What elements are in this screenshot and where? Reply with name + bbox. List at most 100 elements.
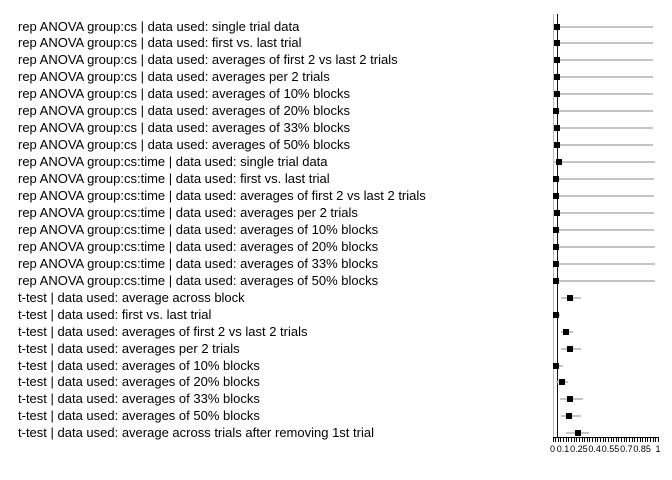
x-axis-tick <box>655 437 657 442</box>
x-axis-tick <box>613 437 615 442</box>
x-axis-tick <box>644 437 646 442</box>
point-marker <box>563 328 570 335</box>
confidence-interval <box>553 25 654 28</box>
confidence-interval <box>553 279 655 282</box>
point-marker <box>552 260 559 267</box>
row-label: rep ANOVA group:cs | data used: averages… <box>18 120 350 136</box>
x-axis-tick <box>652 437 654 442</box>
x-axis-tick <box>628 437 630 442</box>
row-label: rep ANOVA group:cs:time | data used: ave… <box>18 221 379 237</box>
x-axis-tick <box>584 437 586 442</box>
point-marker <box>552 277 559 284</box>
x-axis-tick <box>642 437 644 442</box>
row-label: rep ANOVA group:cs:time | data used: ave… <box>18 204 358 220</box>
zero-reference-line <box>552 14 554 437</box>
point-marker <box>553 40 560 47</box>
x-axis-tick-label: 0.7 <box>620 444 633 454</box>
point-marker <box>555 159 562 166</box>
x-axis-tick <box>607 437 609 442</box>
point-marker <box>552 193 559 199</box>
row-label: rep ANOVA group:cs:time | data used: ave… <box>18 188 426 203</box>
x-axis-tick <box>626 437 628 442</box>
row-label: t-test | data used: averages of first 2 … <box>18 323 308 339</box>
point-marker <box>574 430 581 437</box>
x-axis-tick <box>594 437 596 442</box>
x-axis-tick <box>647 437 649 442</box>
point-marker <box>567 294 574 301</box>
row-label: t-test | data used: averages of 50% bloc… <box>18 408 260 424</box>
row-label: rep ANOVA group:cs:time | data used: ave… <box>18 255 379 271</box>
row-label: rep ANOVA group:cs | data used: single t… <box>18 18 300 34</box>
row-label: rep ANOVA group:cs | data used: averages… <box>18 86 350 102</box>
x-axis-tick <box>636 437 638 442</box>
row-label: rep ANOVA group:cs | data used: averages… <box>18 137 350 153</box>
confidence-interval <box>553 245 655 248</box>
x-axis-tick <box>610 437 612 442</box>
confidence-interval <box>553 144 653 147</box>
confidence-interval <box>553 42 653 45</box>
row-label: t-test | data used: average across trial… <box>18 425 374 441</box>
x-axis-tick <box>589 437 591 442</box>
x-axis-tick-label: 0.55 <box>601 444 620 454</box>
confidence-interval <box>553 127 654 130</box>
x-axis-tick-label: 0.25 <box>570 444 588 454</box>
x-axis-tick <box>560 437 562 442</box>
x-axis-tick <box>605 437 607 442</box>
confidence-interval <box>553 110 653 113</box>
x-axis-tick <box>576 437 578 442</box>
row-label: rep ANOVA group:cs:time | data used: fir… <box>18 171 330 187</box>
x-axis-tick-label: 1 <box>655 444 661 454</box>
point-marker <box>566 413 573 420</box>
x-axis-tick <box>634 437 636 442</box>
confidence-interval <box>553 228 654 231</box>
x-axis-tick <box>568 437 570 442</box>
point-marker <box>552 311 559 318</box>
x-axis-tick <box>650 437 652 442</box>
row-label: t-test | data used: averages per 2 trial… <box>18 340 240 356</box>
x-axis-tick-label: 0.1 <box>556 444 570 454</box>
x-axis-tick <box>618 437 620 442</box>
x-axis-tick <box>658 437 659 442</box>
point-marker <box>553 209 560 216</box>
point-marker <box>567 345 574 352</box>
confidence-interval <box>553 211 654 214</box>
row-label: t-test | data used: average across block <box>18 289 245 305</box>
x-axis-tick <box>597 437 599 442</box>
confidence-interval <box>553 195 654 197</box>
point-marker <box>558 379 565 386</box>
point-marker <box>553 57 560 64</box>
point-marker <box>552 362 559 369</box>
point-marker <box>552 226 559 233</box>
x-axis-tick <box>552 437 554 442</box>
x-axis-tick <box>581 437 583 442</box>
confidence-interval <box>553 161 655 164</box>
point-marker <box>553 74 560 81</box>
point-marker <box>567 396 574 403</box>
x-axis-tick <box>639 437 641 442</box>
point-marker <box>552 176 559 183</box>
confidence-interval <box>553 59 654 62</box>
x-axis-tick <box>631 437 633 442</box>
x-axis-tick <box>578 437 580 442</box>
point-marker <box>553 125 560 132</box>
row-label: rep ANOVA group:cs | data used: first vs… <box>18 35 302 51</box>
row-label: t-test | data used: averages of 10% bloc… <box>18 357 260 373</box>
x-axis-tick <box>615 437 617 442</box>
x-axis-tick <box>557 437 559 442</box>
row-label: rep ANOVA group:cs:time | data used: ave… <box>18 272 379 288</box>
row-label: rep ANOVA group:cs | data used: averages… <box>18 69 330 85</box>
point-marker <box>552 243 559 250</box>
x-axis-tick <box>599 437 601 442</box>
x-axis-tick <box>563 437 565 442</box>
point-marker <box>553 91 560 98</box>
x-axis-tick <box>602 437 604 442</box>
x-axis-tick <box>565 437 567 442</box>
row-label: rep ANOVA group:cs | data used: averages… <box>18 103 350 119</box>
x-axis-tick <box>586 437 588 442</box>
x-axis-tick-label: 0.85 <box>633 444 651 454</box>
x-axis-tick <box>592 437 594 442</box>
row-label: t-test | data used: averages of 20% bloc… <box>18 374 260 390</box>
row-label: rep ANOVA group:cs:time | data used: sin… <box>18 154 328 170</box>
row-label: rep ANOVA group:cs | data used: averages… <box>18 52 398 68</box>
